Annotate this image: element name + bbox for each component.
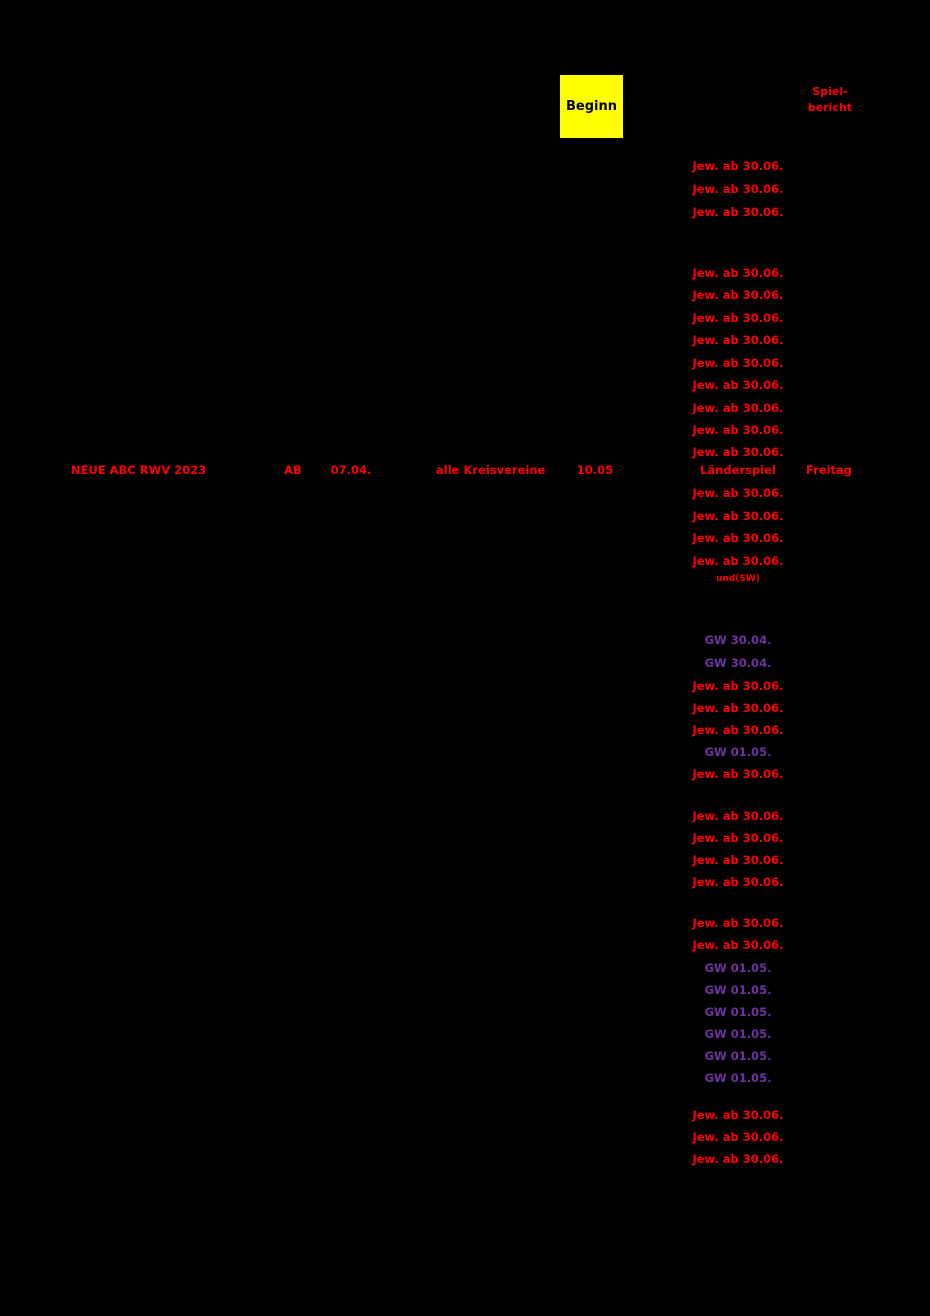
begin-box: Beginn [560, 75, 623, 138]
schedule-entry: Jew. ab 30.06. [692, 1130, 784, 1144]
schedule-column: Jew. ab 30.06. Jew. ab 30.06. Jew. ab 30.0… [688, 0, 788, 1316]
schedule-entry: GW 30.04. [704, 633, 772, 647]
schedule-entry: GW 01.05. [704, 983, 772, 997]
schedule-entry: Jew. ab 30.06. [692, 288, 784, 302]
spielbericht-header: Spiel- bericht [788, 84, 872, 116]
highlight-row-day: Freitag [805, 463, 853, 477]
schedule-entry: Jew. ab 30.06. [692, 767, 784, 781]
highlight-row-teams: alle Kreisvereine [436, 463, 546, 477]
schedule-entry: Jew. ab 30.06. [692, 1108, 784, 1122]
schedule-entry: Jew. ab 30.06. [692, 938, 784, 952]
highlight-row-date1: 07.04. [330, 463, 372, 477]
schedule-entry: GW 01.05. [704, 745, 772, 759]
schedule-entry: GW 01.05. [704, 1005, 772, 1019]
highlight-row-ab: AB [284, 463, 302, 477]
spielbericht-header-line1: Spiel- [812, 85, 848, 98]
schedule-entry: GW 30.04. [704, 656, 772, 670]
schedule-entry: Jew. ab 30.06. [692, 875, 784, 889]
schedule-entry: GW 01.05. [704, 1049, 772, 1063]
schedule-entry: Jew. ab 30.06. [692, 182, 784, 196]
schedule-entry: Jew. ab 30.06. [692, 401, 784, 415]
schedule-entry: Jew. ab 30.06. [692, 356, 784, 370]
highlight-row-event: Länderspiel [700, 463, 776, 477]
begin-label: Beginn [566, 99, 617, 114]
spielbericht-header-line2: bericht [807, 101, 853, 114]
schedule-entry: Jew. ab 30.06. [692, 1152, 784, 1166]
schedule-entry: Jew. ab 30.06. [692, 159, 784, 173]
schedule-entry: GW 01.05. [704, 1071, 772, 1085]
schedule-entry: Jew. ab 30.06. [692, 809, 784, 823]
highlight-row-title: NEUE ABC RWV 2023 [71, 463, 207, 477]
schedule-entry: Jew. ab 30.06. [692, 486, 784, 500]
schedule-entry: Jew. ab 30.06. [692, 509, 784, 523]
schedule-entry: Jew. ab 30.06. [692, 445, 784, 459]
schedule-footnote: und(SW) [716, 574, 760, 584]
schedule-entry: Jew. ab 30.06. [692, 554, 784, 568]
schedule-entry: Jew. ab 30.06. [692, 266, 784, 280]
schedule-entry: GW 01.05. [704, 1027, 772, 1041]
highlight-row-date2: 10.05 [576, 463, 614, 477]
schedule-entry: Jew. ab 30.06. [692, 831, 784, 845]
schedule-entry: Jew. ab 30.06. [692, 701, 784, 715]
schedule-entry: Jew. ab 30.06. [692, 205, 784, 219]
schedule-entry: GW 01.05. [704, 961, 772, 975]
schedule-entry: Jew. ab 30.06. [692, 916, 784, 930]
schedule-entry: Jew. ab 30.06. [692, 679, 784, 693]
schedule-entry: Jew. ab 30.06. [692, 311, 784, 325]
schedule-entry: Jew. ab 30.06. [692, 723, 784, 737]
schedule-entry: Jew. ab 30.06. [692, 378, 784, 392]
schedule-entry: Jew. ab 30.06. [692, 853, 784, 867]
schedule-entry: Jew. ab 30.06. [692, 423, 784, 437]
schedule-entry: Jew. ab 30.06. [692, 333, 784, 347]
schedule-entry: Jew. ab 30.06. [692, 531, 784, 545]
